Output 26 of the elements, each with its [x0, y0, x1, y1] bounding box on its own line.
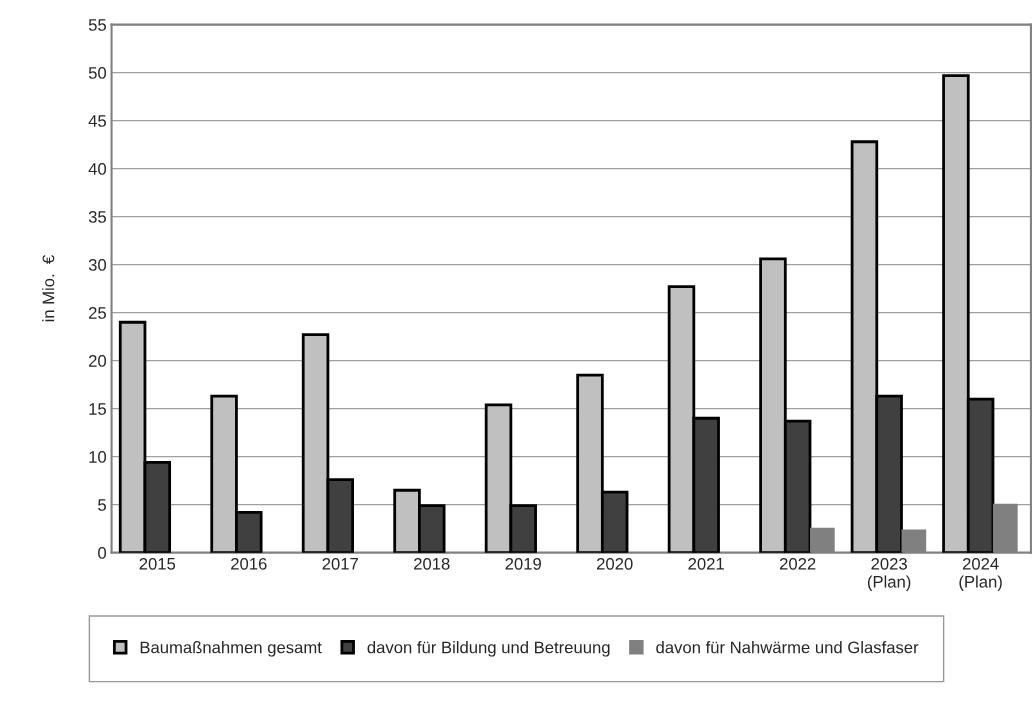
x-tick-label: 2021: [688, 557, 724, 570]
y-tick-label: 55: [88, 19, 107, 31]
y-tick-label: 10: [89, 451, 107, 463]
y-tick-label: 40: [88, 163, 107, 175]
y-tick-label: 45: [88, 115, 107, 127]
legend-label: davon für Nahwärme und Glasfaser: [656, 641, 919, 654]
x-tick-label: 2022: [779, 557, 816, 570]
x-tick-label: 2015: [139, 557, 176, 570]
y-axis-title: in Mio. €: [42, 255, 55, 322]
x-tick-label: 2024 (Plan): [959, 557, 1002, 591]
y-tick-label: 0: [98, 547, 107, 559]
x-tick-label: 2023 (Plan): [867, 557, 911, 591]
y-tick-label: 20: [89, 355, 107, 367]
y-tick-label: 30: [88, 259, 107, 271]
y-tick-label: 5: [98, 499, 106, 511]
y-tick-label: 25: [89, 307, 107, 319]
x-tick-label: 2016: [231, 557, 267, 570]
y-tick-label: 35: [88, 211, 107, 223]
legend-label: Baumaßnahmen gesamt: [140, 641, 322, 657]
x-tick-label: 2018: [414, 557, 450, 570]
y-tick-label: 50: [88, 67, 107, 79]
y-tick-label: 15: [89, 403, 107, 415]
x-tick-label: 2019: [505, 557, 541, 570]
x-tick-label: 2017: [322, 557, 358, 570]
legend-label: davon für Bildung und Betreuung: [367, 641, 610, 657]
x-tick-label: 2020: [597, 557, 633, 570]
